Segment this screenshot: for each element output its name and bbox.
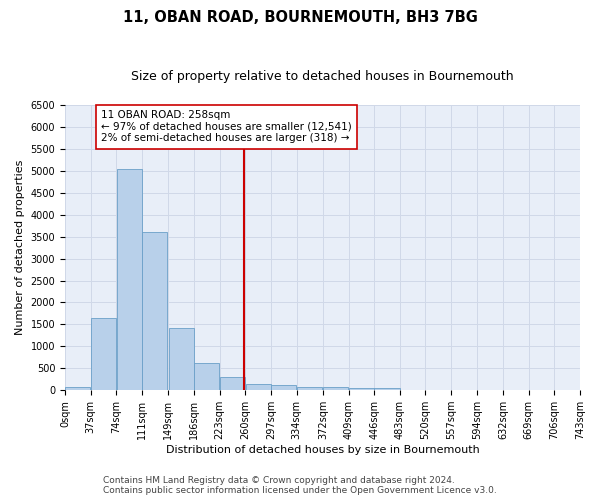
Bar bbox=[245, 384, 271, 390]
Bar bbox=[374, 388, 400, 390]
Bar bbox=[65, 387, 91, 390]
Bar bbox=[297, 386, 322, 390]
Bar bbox=[220, 377, 245, 390]
Bar bbox=[271, 386, 296, 390]
Bar bbox=[91, 318, 116, 390]
X-axis label: Distribution of detached houses by size in Bournemouth: Distribution of detached houses by size … bbox=[166, 445, 479, 455]
Bar bbox=[116, 168, 142, 390]
Title: Size of property relative to detached houses in Bournemouth: Size of property relative to detached ho… bbox=[131, 70, 514, 83]
Bar bbox=[323, 388, 348, 390]
Text: Contains HM Land Registry data © Crown copyright and database right 2024.
Contai: Contains HM Land Registry data © Crown c… bbox=[103, 476, 497, 495]
Bar bbox=[142, 232, 167, 390]
Text: 11, OBAN ROAD, BOURNEMOUTH, BH3 7BG: 11, OBAN ROAD, BOURNEMOUTH, BH3 7BG bbox=[122, 10, 478, 25]
Bar bbox=[194, 363, 220, 390]
Y-axis label: Number of detached properties: Number of detached properties bbox=[15, 160, 25, 336]
Text: 11 OBAN ROAD: 258sqm
← 97% of detached houses are smaller (12,541)
2% of semi-de: 11 OBAN ROAD: 258sqm ← 97% of detached h… bbox=[101, 110, 352, 144]
Bar bbox=[169, 328, 194, 390]
Bar bbox=[349, 388, 374, 390]
